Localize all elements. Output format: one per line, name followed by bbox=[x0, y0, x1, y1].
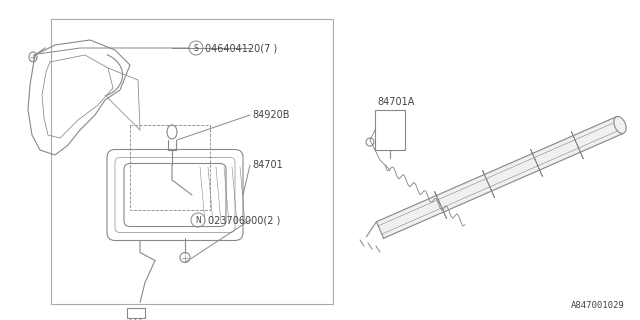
Text: A847001029: A847001029 bbox=[572, 301, 625, 310]
Text: 84701: 84701 bbox=[252, 160, 283, 170]
Text: 84701A: 84701A bbox=[377, 97, 414, 107]
Text: N: N bbox=[195, 215, 201, 225]
Text: 046404120(7 ): 046404120(7 ) bbox=[205, 43, 277, 53]
Bar bbox=[375, 110, 405, 150]
Polygon shape bbox=[376, 117, 623, 238]
Bar bbox=[51, 19, 333, 304]
Text: 84920B: 84920B bbox=[252, 110, 289, 120]
Bar bbox=[127, 308, 145, 317]
Text: 023706000(2 ): 023706000(2 ) bbox=[208, 215, 280, 225]
Bar bbox=[130, 125, 210, 210]
Text: S: S bbox=[194, 44, 198, 52]
Ellipse shape bbox=[614, 116, 626, 133]
